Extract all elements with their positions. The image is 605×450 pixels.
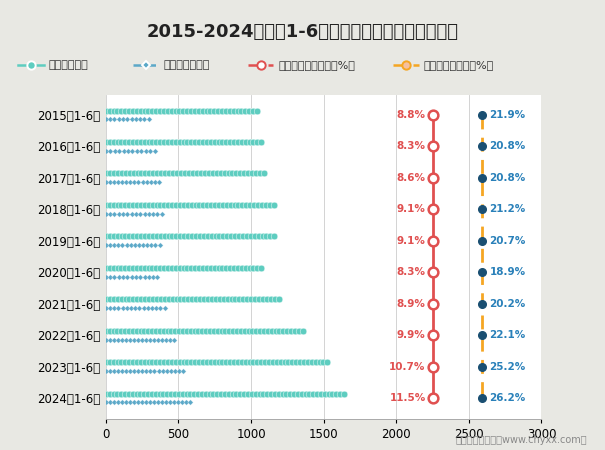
- Text: 20.8%: 20.8%: [489, 173, 526, 183]
- Text: 20.7%: 20.7%: [489, 236, 526, 246]
- Text: 8.3%: 8.3%: [397, 141, 425, 151]
- Text: 9.1%: 9.1%: [397, 236, 425, 246]
- Text: 18.9%: 18.9%: [489, 267, 526, 277]
- Text: 10.7%: 10.7%: [389, 362, 425, 372]
- Text: 21.2%: 21.2%: [489, 204, 526, 214]
- Text: 21.9%: 21.9%: [489, 110, 526, 120]
- Text: 25.2%: 25.2%: [489, 362, 526, 372]
- Text: 制图：智研咨询（www.chyxx.com）: 制图：智研咨询（www.chyxx.com）: [455, 435, 587, 445]
- Text: 8.8%: 8.8%: [397, 110, 425, 120]
- Text: 8.9%: 8.9%: [397, 299, 425, 309]
- Text: 2015-2024年各年1-6月贵州省工业企业存货统计图: 2015-2024年各年1-6月贵州省工业企业存货统计图: [146, 22, 459, 40]
- Text: 8.3%: 8.3%: [397, 267, 425, 277]
- Text: 26.2%: 26.2%: [489, 393, 526, 403]
- Text: 20.2%: 20.2%: [489, 299, 526, 309]
- Text: 9.9%: 9.9%: [397, 330, 425, 340]
- Text: 11.5%: 11.5%: [390, 393, 425, 403]
- Text: 存货占流动资产比（%）: 存货占流动资产比（%）: [278, 60, 355, 70]
- Text: 8.6%: 8.6%: [397, 173, 425, 183]
- Text: 9.1%: 9.1%: [397, 204, 425, 214]
- Text: 产成品（亿元）: 产成品（亿元）: [163, 60, 210, 70]
- Text: 20.8%: 20.8%: [489, 141, 526, 151]
- Text: 存货占总资产比（%）: 存货占总资产比（%）: [424, 60, 494, 70]
- Text: 22.1%: 22.1%: [489, 330, 526, 340]
- Text: 存货（亿元）: 存货（亿元）: [48, 60, 88, 70]
